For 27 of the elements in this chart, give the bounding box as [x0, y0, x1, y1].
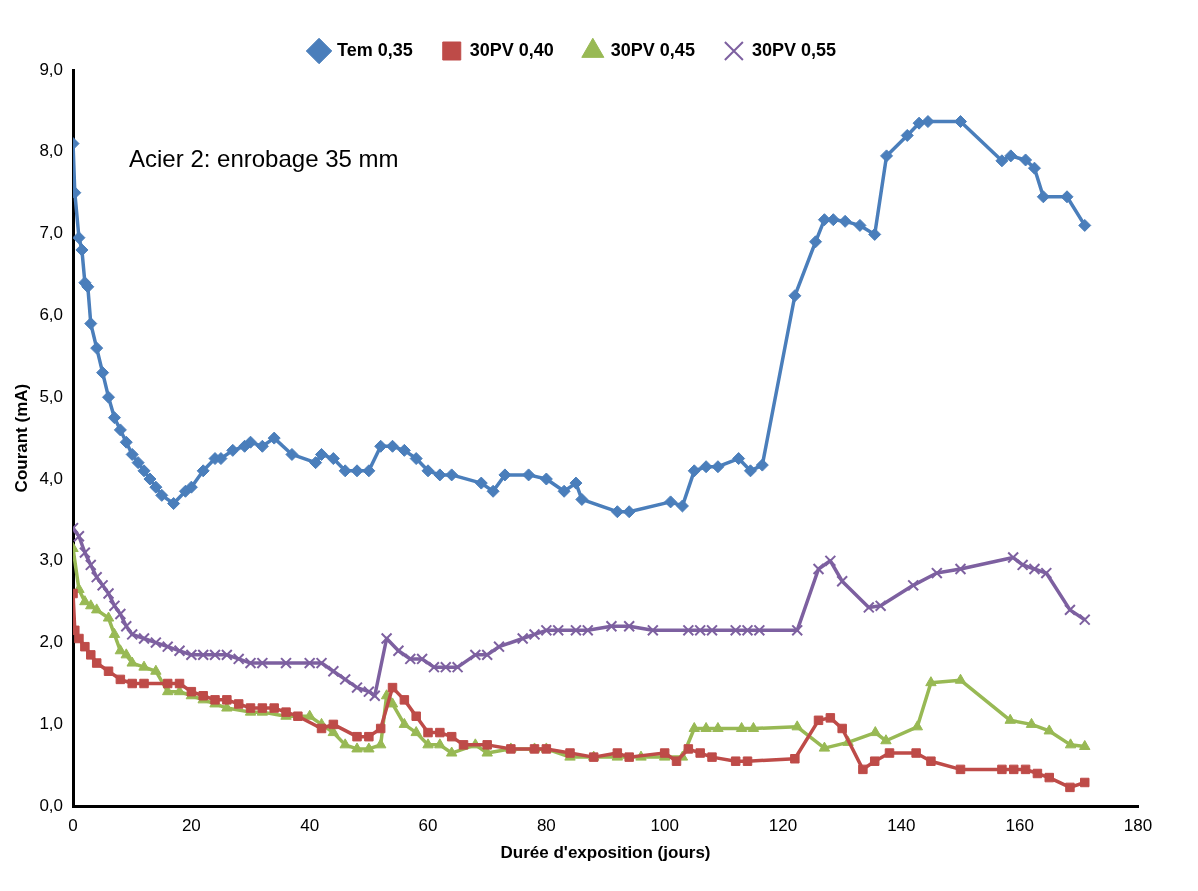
- x-tick-label: 160: [1005, 816, 1034, 836]
- x-tick-label: 20: [181, 816, 201, 836]
- annotation: Acier 2: enrobage 35 mm: [129, 144, 399, 172]
- x-tick-label: 120: [768, 816, 798, 836]
- x-axis-title: Durée d'exposition (jours): [500, 843, 711, 863]
- y-tick-label: 1,0: [39, 714, 64, 734]
- x-tick-label: 40: [300, 816, 320, 836]
- legend-label: 30PV 0,40: [469, 39, 554, 60]
- x-tick-label: 100: [650, 816, 679, 836]
- y-tick-label: 5,0: [39, 386, 64, 406]
- x-tick-label: 140: [887, 816, 916, 836]
- legend-label: 30PV 0,45: [610, 39, 695, 60]
- x-tick-label: 60: [418, 816, 438, 836]
- y-axis-title: Courant (mA): [11, 383, 31, 493]
- x-tick-label: 80: [536, 816, 556, 836]
- y-tick-label: 6,0: [39, 305, 64, 325]
- x-tick-label: 180: [1123, 816, 1153, 836]
- y-tick-label: 4,0: [39, 468, 64, 488]
- y-tick-label: 8,0: [39, 141, 64, 161]
- y-tick-label: 7,0: [39, 223, 64, 243]
- y-tick-label: 3,0: [39, 550, 64, 570]
- x-tick-label: 0: [68, 816, 78, 836]
- y-tick-label: 0,0: [39, 795, 64, 815]
- y-tick-label: 2,0: [39, 632, 64, 652]
- legend-label: Tem 0,35: [337, 39, 413, 60]
- legend-label: 30PV 0,55: [751, 39, 836, 60]
- y-tick-label: 9,0: [39, 59, 64, 79]
